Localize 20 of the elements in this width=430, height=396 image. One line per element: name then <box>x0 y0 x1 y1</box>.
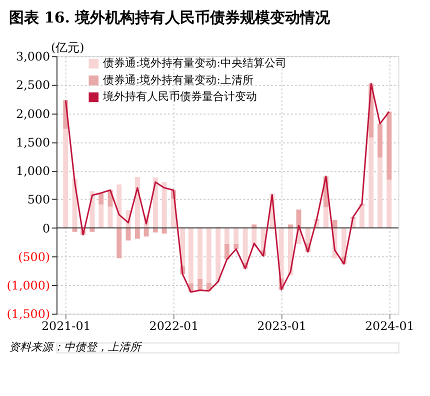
y-tick-label: 500 <box>27 192 50 207</box>
y-tick-label: 1,500 <box>16 135 50 150</box>
y-tick-label: (1,500) <box>6 307 50 322</box>
y-tick-label: 3,000 <box>16 50 50 64</box>
x-tick-label: 2024-01 <box>364 319 414 334</box>
chart-title: 图表 16. 境外机构持有人民币债券规模变动情况 <box>8 8 332 26</box>
y-tick-label: 2,000 <box>16 106 50 121</box>
x-tick-label: 2023-01 <box>257 319 306 334</box>
y-tick-label: (1,000) <box>6 278 50 293</box>
legend-label: 境外持有人民币债券量合计变动 <box>102 90 258 104</box>
y-tick-label: 1,000 <box>16 164 50 178</box>
text: 资料来源：中债登，上清所 <box>8 340 143 354</box>
x-tick-label: 2021-01 <box>41 319 91 334</box>
legend-label: 债券通:境外持有量变动:上清所 <box>103 73 254 86</box>
y-tick-label: (500) <box>18 250 50 264</box>
y-axis-title: (亿元) <box>51 40 84 55</box>
x-tick-label: 2022-01 <box>149 319 199 334</box>
y-tick-label: 2,500 <box>16 78 50 92</box>
legend-label: 债券通:境外持有量变动:中央结算公司 <box>103 56 286 70</box>
y-tick-label: 0 <box>42 221 50 236</box>
